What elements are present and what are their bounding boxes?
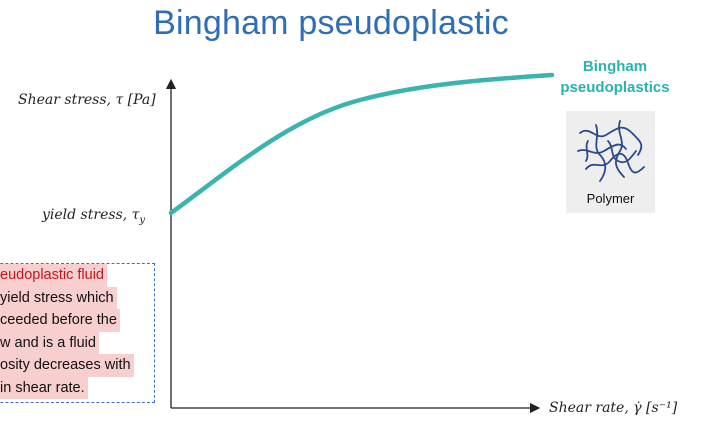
yield-stress-text: yield stress, τ [42, 207, 140, 223]
yield-stress-label: yield stress, τy [42, 207, 145, 226]
note-line-2: yield stress which [0, 286, 117, 309]
note-line-1: eudoplastic fluid [0, 264, 107, 287]
yield-stress-subscript: y [139, 214, 146, 226]
polymer-card: Polymer [566, 111, 655, 213]
note-line-3: ceeded before the [0, 309, 120, 332]
y-axis-label: Shear stress, τ [Pa] [18, 92, 156, 108]
curve-label-line2: pseudoplastics [560, 79, 670, 96]
note-line-4: w and is a fluid [0, 331, 99, 354]
curve-label: Bingham pseudoplastics [548, 56, 682, 98]
definition-note-box [0, 263, 155, 403]
polymer-chain-icon [577, 120, 645, 182]
note-line-5: osity decreases with [0, 354, 134, 377]
polymer-label: Polymer [586, 191, 635, 206]
curve-label-line1: Bingham [582, 58, 648, 75]
slide-title: Bingham pseudoplastic [153, 4, 509, 42]
x-axis-label: Shear rate, γ̇ [s⁻¹] [549, 400, 678, 416]
definition-note-text: eudoplastic fluid yield stress which cee… [0, 264, 134, 399]
bingham-curve [168, 72, 555, 216]
note-line-6: in shear rate. [0, 376, 88, 399]
